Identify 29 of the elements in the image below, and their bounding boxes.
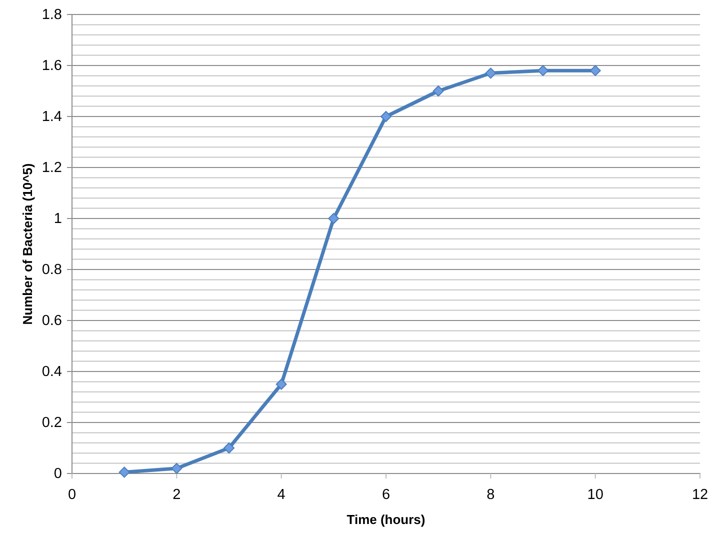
- y-tick-label: 0.2: [42, 415, 62, 432]
- point: [224, 442, 234, 454]
- y-tick-label: 1.6: [42, 58, 62, 74]
- point: [276, 378, 287, 390]
- point: [171, 462, 182, 474]
- y-tick-label: 1.2: [42, 160, 62, 176]
- y-tick-label: 0.8: [42, 262, 62, 278]
- y-tick-label: 1.8: [42, 7, 62, 24]
- y-tick-label: 0.4: [42, 364, 62, 380]
- x-tick-label: 4: [277, 486, 286, 503]
- point: [432, 86, 444, 96]
- point: [590, 65, 601, 76]
- x-tick-label: 8: [486, 486, 495, 503]
- y-axis-title: Number of Bacteria (10^5): [20, 163, 35, 325]
- point: [485, 68, 496, 79]
- x-tick-label: 12: [692, 486, 708, 503]
- x-tick-label: 2: [172, 486, 181, 503]
- x-axis-title: Time (hours): [346, 512, 426, 527]
- y-tick-label: 0: [54, 466, 62, 482]
- point: [118, 466, 130, 478]
- point: [328, 213, 340, 224]
- x-tick-label: 6: [382, 486, 390, 503]
- x-tick-label: 10: [587, 486, 604, 503]
- y-tick-label: 1: [54, 211, 62, 228]
- point: [380, 111, 392, 122]
- y-tick-label: 1.4: [42, 109, 62, 126]
- point: [538, 65, 548, 76]
- x-tick-label: 0: [68, 486, 76, 503]
- y-tick-label: 0.6: [42, 313, 62, 330]
